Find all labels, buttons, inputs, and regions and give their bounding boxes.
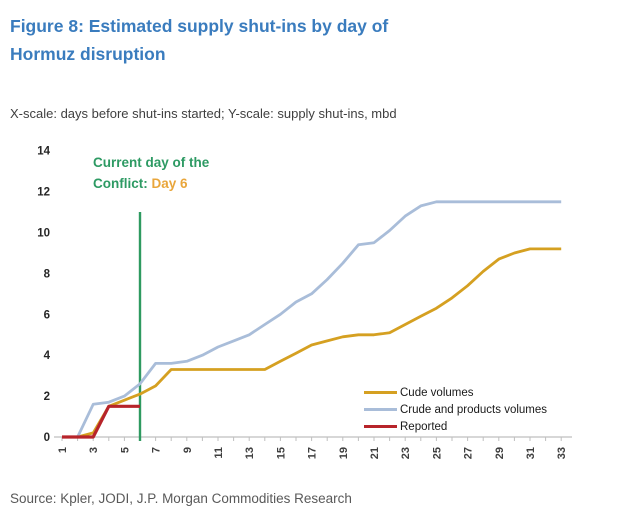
legend-label: Crude and products volumes	[400, 403, 548, 416]
x-axis-tick-label: 7	[151, 447, 163, 453]
legend-label: Cude volumes	[400, 386, 474, 399]
reported-line-swatch	[364, 424, 397, 429]
x-axis-tick-label: 9	[182, 447, 194, 453]
x-axis-tick-label: 15	[275, 447, 287, 459]
crude-volumes-line-swatch	[364, 390, 397, 395]
vline-annotation-day: Day 6	[151, 175, 188, 191]
x-axis-tick-label: 25	[431, 447, 443, 459]
x-axis-tick-label: 31	[525, 447, 537, 459]
vline-annotation-line1: Current day of the	[93, 155, 210, 170]
legend-label: Reported	[400, 420, 448, 433]
y-axis-tick-label: 4	[44, 350, 51, 362]
figure-title: Figure 8: Estimated supply shut-ins by d…	[10, 12, 480, 68]
x-axis-tick-label: 5	[119, 447, 131, 453]
figure-title-line1: Figure 8: Estimated supply shut-ins by d…	[10, 16, 389, 36]
vline-annotation: Current day of the Conflict: Day 6	[93, 153, 209, 195]
x-axis-tick-label: 19	[338, 447, 350, 459]
legend-item-crude-volumes: Cude volumes	[364, 384, 547, 401]
x-axis-tick-label: 23	[400, 447, 412, 459]
x-axis-tick-label: 33	[556, 447, 568, 459]
legend-item-reported: Reported	[364, 418, 547, 435]
y-axis-tick-label: 8	[44, 268, 51, 280]
axis-scale-note: X-scale: days before shut-ins started; Y…	[10, 106, 397, 121]
series-line-crude-and-products-volumes	[62, 200, 562, 439]
source-note: Source: Kpler, JODI, J.P. Morgan Commodi…	[10, 491, 352, 506]
crude-and-products-line-swatch	[364, 407, 397, 412]
figure-title-line2: Hormuz disruption	[10, 44, 166, 64]
y-axis-tick-label: 2	[44, 391, 50, 403]
x-axis-tick-label: 27	[463, 447, 475, 459]
x-axis-tick-label: 17	[307, 447, 319, 459]
legend-item-crude-and-products: Crude and products volumes	[364, 401, 547, 418]
x-axis-tick-label: 11	[213, 447, 225, 459]
x-axis-tick-label: 13	[244, 447, 256, 459]
x-axis-tick-label: 21	[369, 447, 381, 459]
series-line-reported	[62, 404, 140, 439]
vline-annotation-line2-prefix: Conflict:	[93, 175, 152, 191]
y-axis-tick-label: 12	[37, 187, 50, 199]
y-axis-tick-label: 10	[37, 228, 50, 240]
x-axis-tick-label: 29	[494, 447, 506, 459]
y-axis-tick-label: 6	[44, 309, 50, 321]
y-axis-tick-label: 0	[44, 432, 50, 444]
x-axis-tick-label: 3	[88, 447, 100, 453]
y-axis-tick-label: 14	[37, 146, 50, 158]
chart-legend: Cude volumes Crude and products volumes …	[364, 384, 547, 435]
series-line-cude-volumes	[62, 247, 562, 439]
x-axis-tick-label: 1	[57, 447, 69, 453]
